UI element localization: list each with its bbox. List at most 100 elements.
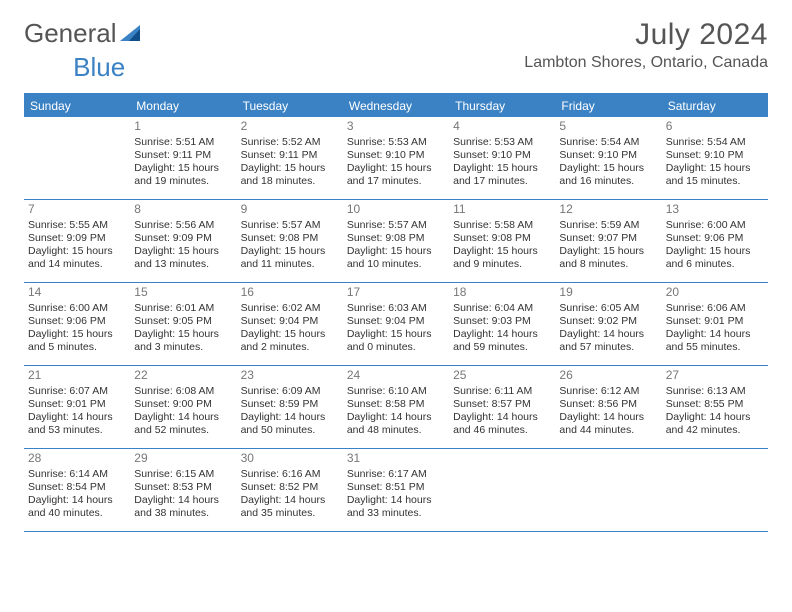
daylight-line: Daylight: 14 hours and 57 minutes. (559, 328, 657, 354)
day-cell: 27Sunrise: 6:13 AMSunset: 8:55 PMDayligh… (662, 366, 768, 448)
sunrise-line: Sunrise: 5:53 AM (453, 136, 551, 149)
day-cell: 28Sunrise: 6:14 AMSunset: 8:54 PMDayligh… (24, 449, 130, 531)
dow-wednesday: Wednesday (343, 95, 449, 117)
day-number: 15 (134, 285, 232, 300)
day-cell: 7Sunrise: 5:55 AMSunset: 9:09 PMDaylight… (24, 200, 130, 282)
day-number: 1 (134, 119, 232, 134)
day-cell: 19 Sunrise: 6:05 AMSunset: 9:02 PMDayligh… (555, 283, 661, 365)
sunrise-line: Sunrise: 6:14 AM (28, 468, 126, 481)
day-cell: 15Sunrise: 6:01 AMSunset: 9:05 PMDayligh… (130, 283, 236, 365)
daylight-line: Daylight: 14 hours and 55 minutes. (666, 328, 764, 354)
day-cell: 26Sunrise: 6:12 AMSunset: 8:56 PMDayligh… (555, 366, 661, 448)
dow-monday: Monday (130, 95, 236, 117)
calendar: Sunday Monday Tuesday Wednesday Thursday… (24, 93, 768, 532)
daylight-line: Daylight: 14 hours and 42 minutes. (666, 411, 764, 437)
sunset-line: Sunset: 9:06 PM (28, 315, 126, 328)
sunrise-line: Sunrise: 5:57 AM (347, 219, 445, 232)
day-cell: 30Sunrise: 6:16 AMSunset: 8:52 PMDayligh… (237, 449, 343, 531)
sunset-line: Sunset: 9:09 PM (134, 232, 232, 245)
day-cell: 22Sunrise: 6:08 AMSunset: 9:00 PMDayligh… (130, 366, 236, 448)
week-row: 7Sunrise: 5:55 AMSunset: 9:09 PMDaylight… (24, 200, 768, 283)
day-cell: 20Sunrise: 6:06 AMSunset: 9:01 PMDayligh… (662, 283, 768, 365)
sunrise-line: Sunrise: 5:55 AM (28, 219, 126, 232)
empty-cell (24, 117, 130, 199)
day-number: 3 (347, 119, 445, 134)
daylight-line: Daylight: 14 hours and 35 minutes. (241, 494, 339, 520)
sunrise-line: Sunrise: 6:06 AM (666, 302, 764, 315)
daylight-line: Daylight: 15 hours and 8 minutes. (559, 245, 657, 271)
daylight-line: Daylight: 15 hours and 18 minutes. (241, 162, 339, 188)
day-cell: 12Sunrise: 5:59 AMSunset: 9:07 PMDayligh… (555, 200, 661, 282)
sunset-line: Sunset: 9:06 PM (666, 232, 764, 245)
sunset-line: Sunset: 9:08 PM (241, 232, 339, 245)
sunrise-line: Sunrise: 6:11 AM (453, 385, 551, 398)
daylight-line: Daylight: 15 hours and 9 minutes. (453, 245, 551, 271)
sunrise-line: Sunrise: 6:04 AM (453, 302, 551, 315)
day-number: 5 (559, 119, 657, 134)
day-cell: 11Sunrise: 5:58 AMSunset: 9:08 PMDayligh… (449, 200, 555, 282)
sunset-line: Sunset: 8:59 PM (241, 398, 339, 411)
daylight-line: Daylight: 15 hours and 13 minutes. (134, 245, 232, 271)
day-cell: 2Sunrise: 5:52 AMSunset: 9:11 PMDaylight… (237, 117, 343, 199)
sunset-line: Sunset: 9:04 PM (241, 315, 339, 328)
daylight-line: Daylight: 15 hours and 11 minutes. (241, 245, 339, 271)
day-cell: 16Sunrise: 6:02 AMSunset: 9:04 PMDayligh… (237, 283, 343, 365)
week-row: 1Sunrise: 5:51 AMSunset: 9:11 PMDaylight… (24, 117, 768, 200)
day-number: 24 (347, 368, 445, 383)
daylight-line: Daylight: 15 hours and 5 minutes. (28, 328, 126, 354)
title-block: July 2024 Lambton Shores, Ontario, Canad… (524, 18, 768, 72)
day-cell: 25Sunrise: 6:11 AMSunset: 8:57 PMDayligh… (449, 366, 555, 448)
day-number: 17 (347, 285, 445, 300)
day-number: 4 (453, 119, 551, 134)
day-cell: 3Sunrise: 5:53 AMSunset: 9:10 PMDaylight… (343, 117, 449, 199)
daylight-line: Daylight: 15 hours and 17 minutes. (347, 162, 445, 188)
sunrise-line: Sunrise: 6:16 AM (241, 468, 339, 481)
sunset-line: Sunset: 8:57 PM (453, 398, 551, 411)
day-cell: 8Sunrise: 5:56 AMSunset: 9:09 PMDaylight… (130, 200, 236, 282)
day-cell: 14Sunrise: 6:00 AMSunset: 9:06 PMDayligh… (24, 283, 130, 365)
day-number: 19 (559, 285, 657, 300)
sunrise-line: Sunrise: 5:59 AM (559, 219, 657, 232)
day-cell: 10Sunrise: 5:57 AMSunset: 9:08 PMDayligh… (343, 200, 449, 282)
location-text: Lambton Shores, Ontario, Canada (524, 54, 768, 72)
brand-logo: General (24, 18, 141, 49)
sunset-line: Sunset: 9:10 PM (559, 149, 657, 162)
day-number: 30 (241, 451, 339, 466)
day-cell: 29Sunrise: 6:15 AMSunset: 8:53 PMDayligh… (130, 449, 236, 531)
day-number: 2 (241, 119, 339, 134)
week-row: 28Sunrise: 6:14 AMSunset: 8:54 PMDayligh… (24, 449, 768, 532)
daylight-line: Daylight: 14 hours and 48 minutes. (347, 411, 445, 437)
sunrise-line: Sunrise: 6:09 AM (241, 385, 339, 398)
sunset-line: Sunset: 8:58 PM (347, 398, 445, 411)
sunrise-line: Sunrise: 6:08 AM (134, 385, 232, 398)
sunrise-line: Sunrise: 6:13 AM (666, 385, 764, 398)
sunrise-line: Sunrise: 6:15 AM (134, 468, 232, 481)
day-number: 29 (134, 451, 232, 466)
week-row: 14Sunrise: 6:00 AMSunset: 9:06 PMDayligh… (24, 283, 768, 366)
brand-triangle-icon (119, 23, 141, 45)
daylight-line: Daylight: 15 hours and 6 minutes. (666, 245, 764, 271)
sunset-line: Sunset: 9:02 PM (559, 315, 657, 328)
daylight-line: Daylight: 15 hours and 19 minutes. (134, 162, 232, 188)
month-title: July 2024 (524, 18, 768, 52)
day-number: 14 (28, 285, 126, 300)
day-cell: 23Sunrise: 6:09 AMSunset: 8:59 PMDayligh… (237, 366, 343, 448)
day-number: 8 (134, 202, 232, 217)
day-number: 25 (453, 368, 551, 383)
sunrise-line: Sunrise: 6:17 AM (347, 468, 445, 481)
day-cell: 1Sunrise: 5:51 AMSunset: 9:11 PMDaylight… (130, 117, 236, 199)
day-cell: 21Sunrise: 6:07 AMSunset: 9:01 PMDayligh… (24, 366, 130, 448)
day-number: 16 (241, 285, 339, 300)
day-number: 13 (666, 202, 764, 217)
sunrise-line: Sunrise: 5:54 AM (559, 136, 657, 149)
dow-tuesday: Tuesday (237, 95, 343, 117)
daylight-line: Daylight: 15 hours and 17 minutes. (453, 162, 551, 188)
sunrise-line: Sunrise: 6:05 AM (559, 302, 657, 315)
day-number: 31 (347, 451, 445, 466)
dow-saturday: Saturday (662, 95, 768, 117)
sunset-line: Sunset: 9:10 PM (347, 149, 445, 162)
day-cell: 6Sunrise: 5:54 AMSunset: 9:10 PMDaylight… (662, 117, 768, 199)
daylight-line: Daylight: 14 hours and 44 minutes. (559, 411, 657, 437)
day-number: 20 (666, 285, 764, 300)
sunset-line: Sunset: 9:11 PM (134, 149, 232, 162)
